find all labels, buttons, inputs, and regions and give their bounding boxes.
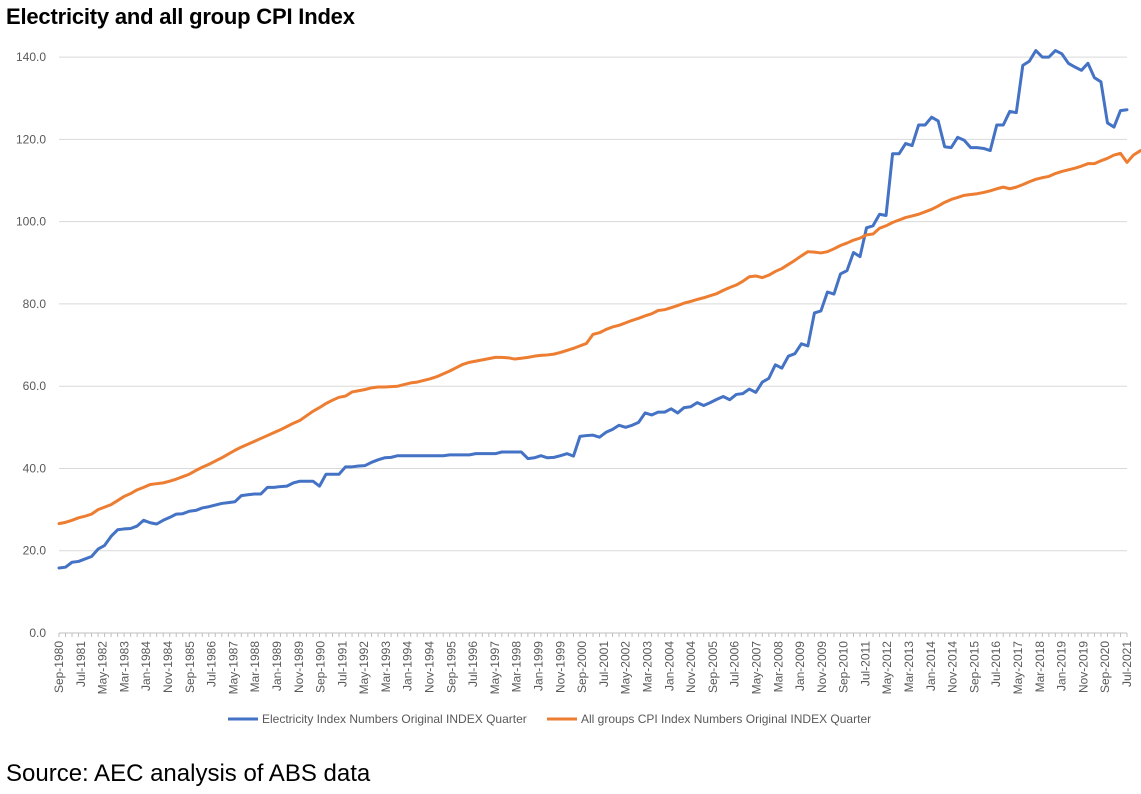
x-tick-label: Jul-2001: [597, 641, 611, 687]
x-tick-label: Sep-2010: [837, 641, 851, 693]
y-tick-label: 100.0: [16, 215, 46, 229]
x-tick-label: Sep-1990: [314, 641, 328, 693]
x-tick-label: Jul-2016: [989, 641, 1003, 687]
x-tick-label: Sep-1980: [52, 641, 66, 693]
x-tick-label: Nov-2009: [815, 641, 829, 693]
x-tick-label: Nov-1994: [423, 641, 437, 693]
x-tick-label: Mar-1983: [117, 641, 131, 693]
x-tick-label: Sep-2020: [1098, 641, 1112, 693]
y-tick-label: 20.0: [23, 544, 47, 558]
x-tick-label: Jan-2009: [793, 641, 807, 691]
source-note: Source: AEC analysis of ABS data: [6, 760, 371, 787]
x-tick-label: Mar-1993: [379, 641, 393, 693]
x-tick-label: May-1992: [357, 641, 371, 695]
x-axis: Sep-1980 Jul-1981 May-1982 Mar-1983 Jan-1984…: [52, 633, 1134, 694]
x-tick-label: Jan-1984: [139, 641, 153, 691]
x-tick-label: Nov-2014: [946, 641, 960, 693]
x-tick-label: Nov-1989: [292, 641, 306, 693]
x-tick-label: May-1997: [488, 641, 502, 695]
x-tick-label: May-2012: [880, 641, 894, 695]
x-tick-label: Nov-2004: [684, 641, 698, 693]
chart-title: Electricity and all group CPI Index: [6, 4, 355, 29]
x-tick-label: Jul-1991: [335, 641, 349, 687]
x-tick-label: Mar-1988: [248, 641, 262, 693]
x-tick-label: Jan-1994: [401, 641, 415, 691]
legend-label-1: All groups CPI Index Numbers Original IN…: [581, 712, 871, 726]
x-tick-label: Sep-1995: [444, 641, 458, 693]
y-axis-ticks: 0.0 20.0 40.0 60.0 80.0 100.0 120.0 140.0: [16, 50, 46, 640]
legend-label-0: Electricity Index Numbers Original INDEX…: [262, 712, 527, 726]
x-tick-label: Jan-2014: [924, 641, 938, 691]
x-tick-label: Jan-1989: [270, 641, 284, 691]
x-tick-label: Nov-1999: [553, 641, 567, 693]
x-tick-label: Jul-2011: [858, 641, 872, 686]
x-tick-label: May-2007: [749, 641, 763, 695]
x-tick-label: Sep-2005: [706, 641, 720, 693]
x-tick-label: Jul-1986: [205, 641, 219, 687]
x-tick-label: Nov-2019: [1076, 641, 1090, 693]
x-tick-label: Mar-2003: [640, 641, 654, 693]
x-tick-label: Sep-2000: [575, 641, 589, 693]
x-tick-label: Sep-1985: [183, 641, 197, 693]
y-tick-label: 120.0: [16, 132, 46, 146]
x-tick-label: May-1987: [226, 641, 240, 695]
y-tick-label: 40.0: [23, 461, 47, 475]
y-tick-label: 60.0: [23, 379, 47, 393]
x-tick-label: May-2017: [1011, 641, 1025, 695]
x-tick-label: Mar-2013: [902, 641, 916, 693]
gridlines: [59, 56, 1127, 634]
x-tick-label: Sep-2015: [967, 641, 981, 693]
x-tick-label: Jul-1981: [74, 641, 88, 687]
y-tick-label: 140.0: [16, 50, 46, 64]
series-line-0: [57, 49, 1129, 570]
series-line-1: [57, 148, 1141, 526]
x-tick-label: Nov-1984: [161, 641, 175, 693]
x-tick-label: May-1982: [96, 641, 110, 695]
x-tick-label: Mar-2008: [771, 641, 785, 693]
y-tick-label: 80.0: [23, 297, 47, 311]
legend: Electricity Index Numbers Original INDEX…: [228, 712, 871, 726]
x-tick-label: Jul-1996: [466, 641, 480, 687]
y-tick-label: 0.0: [29, 626, 46, 640]
x-tick-label: Jan-1999: [532, 641, 546, 691]
x-tick-label: Jul-2006: [728, 641, 742, 687]
x-tick-label: Jul-2021: [1120, 641, 1134, 687]
x-tick-label: Mar-2018: [1033, 641, 1047, 693]
x-tick-label: Jan-2004: [662, 641, 676, 691]
series-lines: [57, 49, 1141, 570]
x-tick-label: Mar-1998: [510, 641, 524, 693]
x-tick-label: May-2002: [619, 641, 633, 695]
x-tick-label: Jan-2019: [1055, 641, 1069, 691]
